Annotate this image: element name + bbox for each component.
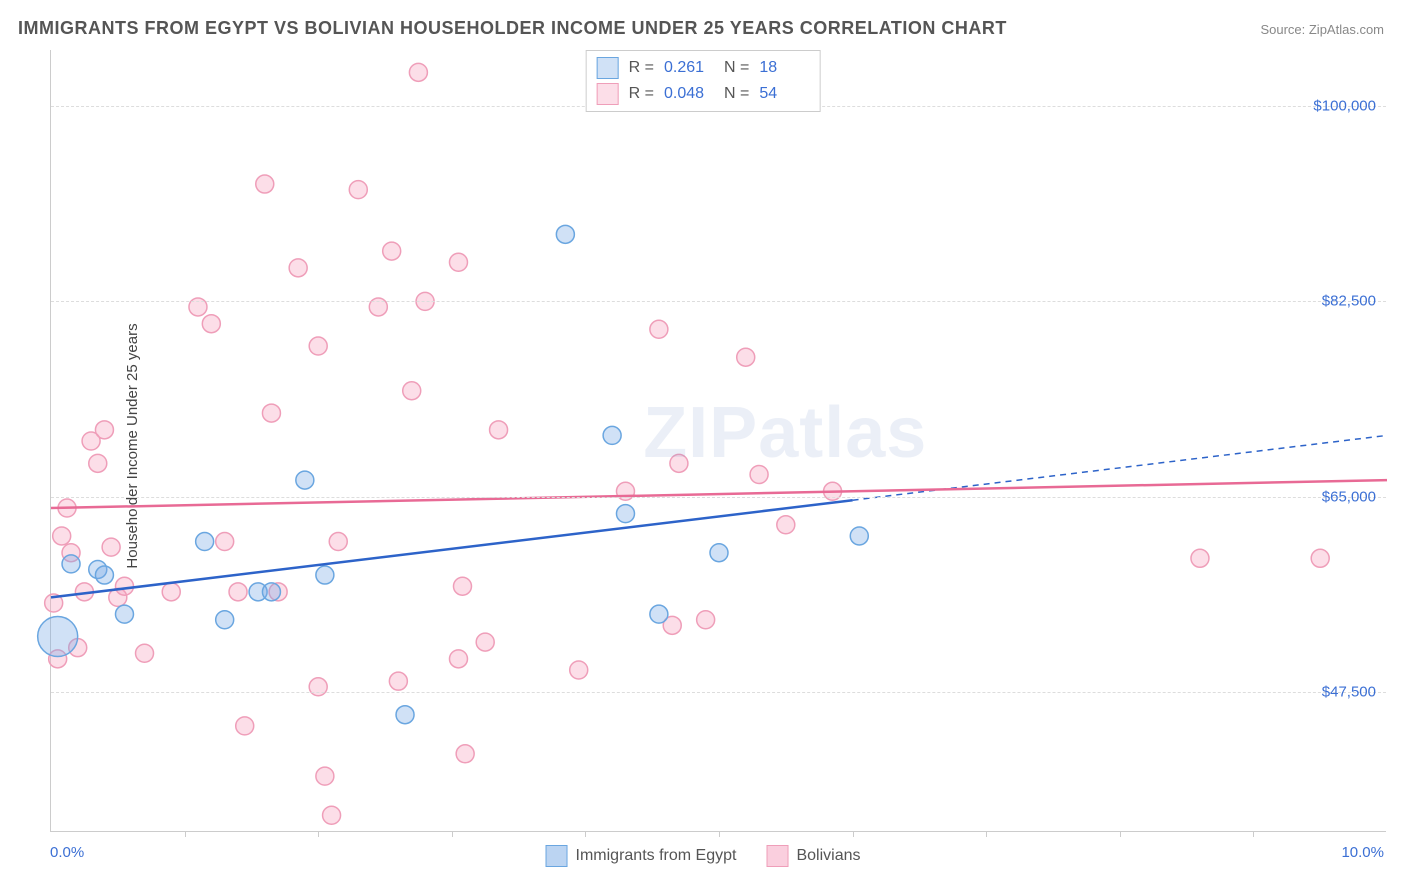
scatter-point <box>316 767 334 785</box>
scatter-point <box>236 717 254 735</box>
scatter-point <box>262 404 280 422</box>
x-tick <box>318 831 319 837</box>
x-tick <box>1253 831 1254 837</box>
scatter-point <box>162 583 180 601</box>
scatter-point <box>53 527 71 545</box>
regression-line <box>51 480 1387 508</box>
legend-n-label: N = <box>724 85 749 103</box>
gridline-h <box>51 497 1386 498</box>
scatter-point <box>697 611 715 629</box>
scatter-point <box>777 516 795 534</box>
x-axis-min-label: 0.0% <box>50 844 84 861</box>
scatter-point <box>95 566 113 584</box>
scatter-point <box>383 242 401 260</box>
legend-swatch <box>597 83 619 105</box>
scatter-point <box>216 611 234 629</box>
legend-series-item: Immigrants from Egypt <box>546 845 737 867</box>
scatter-point <box>453 577 471 595</box>
scatter-point <box>202 315 220 333</box>
legend-series-item: Bolivians <box>766 845 860 867</box>
scatter-point <box>409 63 427 81</box>
scatter-point <box>490 421 508 439</box>
scatter-point <box>570 661 588 679</box>
scatter-point <box>556 225 574 243</box>
legend-series-label: Bolivians <box>796 847 860 865</box>
legend-n-value: 54 <box>759 85 809 103</box>
x-tick <box>1120 831 1121 837</box>
y-tick-label: $100,000 <box>1313 97 1376 114</box>
scatter-point <box>62 555 80 573</box>
scatter-point <box>670 454 688 472</box>
scatter-point <box>449 650 467 668</box>
scatter-point <box>136 644 154 662</box>
x-tick <box>986 831 987 837</box>
scatter-point <box>1311 549 1329 567</box>
scatter-point <box>750 466 768 484</box>
legend-n-label: N = <box>724 59 749 77</box>
scatter-point <box>650 320 668 338</box>
x-tick <box>853 831 854 837</box>
legend-r-value: 0.261 <box>664 59 714 77</box>
scatter-point <box>115 605 133 623</box>
scatter-point <box>196 533 214 551</box>
legend-series: Immigrants from Egypt Bolivians <box>546 845 861 867</box>
legend-swatch <box>546 845 568 867</box>
scatter-point <box>389 672 407 690</box>
chart-svg <box>51 50 1386 831</box>
scatter-point <box>349 181 367 199</box>
legend-series-label: Immigrants from Egypt <box>576 847 737 865</box>
x-tick <box>452 831 453 837</box>
source-label: Source: ZipAtlas.com <box>1260 22 1384 37</box>
x-axis-max-label: 10.0% <box>1341 844 1384 861</box>
y-tick-label: $65,000 <box>1322 488 1376 505</box>
scatter-point <box>262 583 280 601</box>
x-tick <box>185 831 186 837</box>
gridline-h <box>51 692 1386 693</box>
legend-r-label: R = <box>629 59 654 77</box>
scatter-point <box>296 471 314 489</box>
scatter-point <box>616 505 634 523</box>
scatter-point <box>316 566 334 584</box>
scatter-point <box>710 544 728 562</box>
legend-stat-row: R = 0.048 N = 54 <box>597 81 810 107</box>
legend-swatch <box>766 845 788 867</box>
scatter-point <box>289 259 307 277</box>
scatter-point <box>737 348 755 366</box>
y-tick-label: $47,500 <box>1322 684 1376 701</box>
scatter-point <box>396 706 414 724</box>
gridline-h <box>51 301 1386 302</box>
x-tick <box>585 831 586 837</box>
scatter-point <box>38 617 78 657</box>
legend-r-value: 0.048 <box>664 85 714 103</box>
scatter-point <box>229 583 247 601</box>
scatter-point <box>329 533 347 551</box>
regression-line <box>51 500 853 597</box>
legend-r-label: R = <box>629 85 654 103</box>
scatter-point <box>216 533 234 551</box>
scatter-point <box>95 421 113 439</box>
plot-area: ZIPatlas $47,500$65,000$82,500$100,000 <box>50 50 1386 832</box>
scatter-point <box>449 253 467 271</box>
scatter-point <box>403 382 421 400</box>
legend-stats: R = 0.261 N = 18 R = 0.048 N = 54 <box>586 50 821 112</box>
scatter-point <box>603 426 621 444</box>
legend-swatch <box>597 57 619 79</box>
chart-title: IMMIGRANTS FROM EGYPT VS BOLIVIAN HOUSEH… <box>18 18 1007 39</box>
scatter-point <box>89 454 107 472</box>
scatter-point <box>1191 549 1209 567</box>
scatter-point <box>850 527 868 545</box>
scatter-point <box>256 175 274 193</box>
scatter-point <box>323 806 341 824</box>
legend-n-value: 18 <box>759 59 809 77</box>
y-tick-label: $82,500 <box>1322 293 1376 310</box>
x-tick <box>719 831 720 837</box>
scatter-point <box>650 605 668 623</box>
scatter-point <box>102 538 120 556</box>
scatter-point <box>456 745 474 763</box>
scatter-point <box>476 633 494 651</box>
scatter-point <box>309 337 327 355</box>
legend-stat-row: R = 0.261 N = 18 <box>597 55 810 81</box>
scatter-point <box>115 577 133 595</box>
